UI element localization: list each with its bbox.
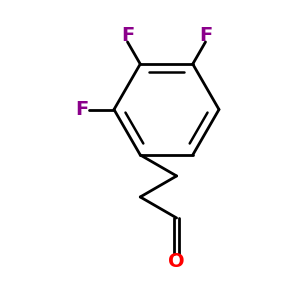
Text: O: O	[168, 252, 185, 271]
Text: F: F	[121, 26, 134, 45]
Text: F: F	[75, 100, 88, 119]
Text: F: F	[199, 26, 212, 45]
